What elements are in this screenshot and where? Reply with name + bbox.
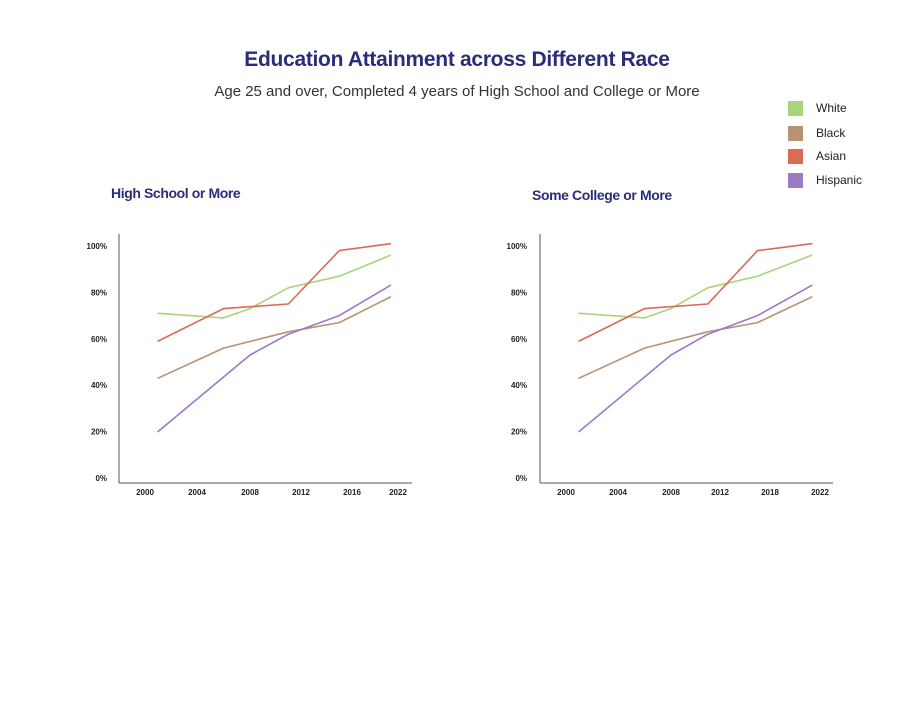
y-tick-label: 20% (511, 428, 527, 437)
x-tick-label: 2004 (609, 488, 627, 497)
legend-swatch-white (788, 101, 803, 116)
x-tick-label: 2012 (711, 488, 729, 497)
panel-title-some-college: Some College or More (532, 187, 672, 203)
x-tick-label: 2022 (389, 488, 407, 497)
legend-label-white: White (816, 101, 847, 115)
y-tick-label: 0% (95, 474, 107, 483)
y-tick-label: 80% (91, 288, 107, 297)
y-tick-label: 40% (91, 381, 107, 390)
x-tick-label: 2018 (761, 488, 779, 497)
y-tick-label: 100% (507, 242, 527, 251)
series-line-black (578, 296, 813, 380)
x-tick-label: 2016 (343, 488, 361, 497)
x-tick-label: 2008 (662, 488, 680, 497)
legend-swatch-hispanic (788, 173, 803, 188)
series-line-white (157, 254, 392, 319)
series-line-hispanic (157, 284, 392, 433)
y-tick-label: 40% (511, 381, 527, 390)
series-line-black (157, 296, 392, 380)
y-tick-label: 100% (87, 242, 107, 251)
legend-swatch-black (788, 126, 803, 141)
series-line-asian (578, 242, 813, 342)
legend-swatch-asian (788, 149, 803, 164)
chart-title: Education Attainment across Different Ra… (244, 48, 670, 71)
x-tick-label: 2022 (811, 488, 829, 497)
y-tick-label: 60% (511, 335, 527, 344)
y-tick-label: 80% (511, 288, 527, 297)
x-tick-label: 2000 (557, 488, 575, 497)
y-tick-label: 60% (91, 335, 107, 344)
panel-title-high-school: High School or More (111, 185, 241, 201)
x-tick-label: 2004 (188, 488, 206, 497)
x-tick-label: 2000 (136, 488, 154, 497)
series-line-white (578, 254, 813, 319)
legend-label-black: Black (816, 126, 846, 140)
y-tick-label: 20% (91, 428, 107, 437)
y-tick-label: 0% (515, 474, 527, 483)
series-line-hispanic (578, 284, 813, 433)
legend-label-hispanic: Hispanic (816, 173, 863, 187)
chart-subtitle: Age 25 and over, Completed 4 years of Hi… (214, 83, 700, 100)
series-line-asian (157, 242, 392, 342)
x-tick-label: 2008 (241, 488, 259, 497)
x-tick-label: 2012 (292, 488, 310, 497)
legend-label-asian: Asian (816, 149, 847, 163)
